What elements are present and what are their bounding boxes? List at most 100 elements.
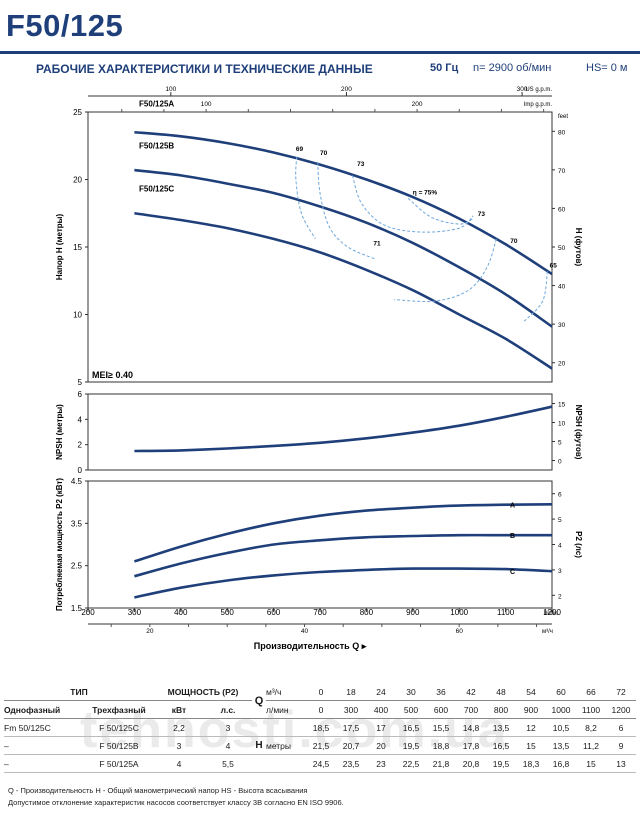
efficiency-isoline bbox=[352, 175, 474, 233]
efficiency-label: 65 bbox=[550, 262, 558, 269]
npsh-y2label: NPSH (футов) bbox=[574, 405, 583, 460]
h-value-cell: 10,5 bbox=[552, 722, 570, 733]
footnote-legend: Q - Производительность H - Общий маномет… bbox=[8, 786, 308, 795]
head-y2tick-label: 20 bbox=[558, 361, 566, 368]
efficiency-label: η = 75% bbox=[413, 189, 438, 196]
h-value-cell: 15,5 bbox=[432, 722, 450, 733]
power-series-label: C bbox=[510, 569, 515, 576]
q-m3h-cell: 72 bbox=[616, 686, 626, 697]
h-value-cell: 13 bbox=[616, 758, 626, 769]
x-tick-label: 800 bbox=[360, 608, 374, 617]
npsh-y2tick-label: 10 bbox=[558, 421, 566, 428]
x-tick-label: 400 bbox=[174, 608, 188, 617]
h-value-cell: 17,5 bbox=[342, 722, 360, 733]
q-lmin-cell: 700 bbox=[463, 704, 479, 715]
x-unit-lmin: l/min bbox=[544, 610, 558, 617]
top-usgpm-label: 300 bbox=[517, 86, 528, 93]
q-lmin-cell: 800 bbox=[493, 704, 509, 715]
power-y2tick-label: 3 bbox=[558, 568, 562, 575]
head-y2tick-label: 80 bbox=[558, 129, 566, 136]
h-values: 18,5 17,5 17 16,5 15,5 14,8 13,5 12 10,5 8,2 6 bbox=[306, 719, 636, 737]
col-three-phase: Трехфазный bbox=[92, 704, 146, 715]
efficiency-isoline bbox=[317, 161, 376, 260]
top-usgpm-label: 200 bbox=[341, 86, 352, 93]
unit-lmin: л/мин bbox=[266, 704, 289, 715]
efficiency-label: 70 bbox=[320, 150, 328, 157]
x-axis-title: Производительность Q ▸ bbox=[254, 641, 367, 651]
npsh-frame bbox=[87, 393, 553, 471]
h-value-cell: 18,8 bbox=[432, 740, 450, 751]
power-y2tick-label: 2 bbox=[558, 593, 562, 600]
top-usgpm-unit: US g.p.m. bbox=[525, 87, 552, 93]
power-frame bbox=[87, 480, 553, 609]
head-ytick-label: 20 bbox=[73, 176, 82, 185]
watermark: tehnosti.com.ua bbox=[80, 701, 509, 759]
efficiency-label: 70 bbox=[510, 238, 518, 245]
q-m3h-cell: 54 bbox=[526, 686, 536, 697]
head-series-label: F50/125B bbox=[139, 141, 174, 150]
power-series-C bbox=[134, 567, 553, 599]
three-phase-cell: F 50/125A bbox=[99, 758, 139, 769]
head-y2tick-label: 40 bbox=[558, 284, 566, 291]
single-phase-cell: – bbox=[4, 758, 9, 769]
power-series-label: B bbox=[510, 533, 515, 540]
npsh-ytick-label: 2 bbox=[78, 441, 83, 450]
col-type: ТИП bbox=[70, 686, 88, 697]
h-value-cell: 19,5 bbox=[492, 758, 510, 769]
q-lmin-cell: 1200 bbox=[611, 704, 631, 715]
h-value-cell: 15 bbox=[526, 740, 536, 751]
power-ytick-label: 2.5 bbox=[71, 562, 83, 571]
h-value-cell: 23,5 bbox=[342, 758, 360, 769]
h-value-cell: 11,2 bbox=[583, 740, 599, 751]
top-impgpm-unit: Imp g.p.m. bbox=[524, 102, 553, 108]
x-tick-label: 500 bbox=[221, 608, 235, 617]
h-value-cell: 14,8 bbox=[462, 722, 480, 733]
h-value-cell: 18,5 bbox=[312, 722, 330, 733]
h-value-cell: 12 bbox=[526, 722, 536, 733]
h-value-cell: 8,2 bbox=[585, 722, 597, 733]
kw-cell: 2,2 bbox=[173, 722, 185, 733]
npsh-ytick-label: 0 bbox=[78, 466, 83, 475]
head-series-F50/125C bbox=[134, 211, 553, 370]
efficiency-label: 73 bbox=[357, 161, 365, 168]
col-power: МОЩНОСТЬ (P2) bbox=[167, 686, 239, 697]
h-value-cell: 23 bbox=[376, 758, 386, 769]
power-series-A bbox=[134, 503, 553, 563]
frequency: 50 Гц bbox=[430, 62, 459, 74]
table-row: Fm 50/125C F 50/125C 2,2 3 18,5 17,5 17 16,5 15,… bbox=[4, 719, 636, 737]
npsh-series-curve bbox=[134, 405, 553, 453]
q-m3h-cell: 42 bbox=[466, 686, 476, 697]
h-value-cell: 13,5 bbox=[492, 722, 510, 733]
h-value-cell: 18,3 bbox=[522, 758, 540, 769]
npsh-y2tick-label: 0 bbox=[558, 459, 562, 466]
q-m3h-cell: 30 bbox=[406, 686, 416, 697]
feet-unit: feet bbox=[558, 114, 568, 120]
q-lmin-cell: 1000 bbox=[551, 704, 571, 715]
q-lmin-row: 0 300 400 500 600 700 800 900 1000 1100 1200 bbox=[306, 701, 636, 719]
bottom-m3h-label: 60 bbox=[456, 628, 464, 635]
head-y2tick-label: 50 bbox=[558, 245, 566, 252]
h-value-cell: 19,5 bbox=[402, 740, 420, 751]
efficiency-isoline bbox=[394, 238, 497, 302]
head-y2tick-label: 60 bbox=[558, 206, 566, 213]
power-ytick-label: 4.5 bbox=[71, 477, 83, 486]
power-series-label: A bbox=[510, 502, 515, 509]
bottom-m3h-label: 20 bbox=[146, 628, 154, 635]
h-value-cell: 6 bbox=[618, 722, 624, 733]
efficiency-isoline bbox=[407, 198, 474, 225]
efficiency-label: 73 bbox=[478, 211, 486, 218]
power-series-B bbox=[134, 533, 552, 578]
h-value-cell: 21,5 bbox=[312, 740, 330, 751]
q-lmin-cell: 300 bbox=[343, 704, 359, 715]
top-impgpm-label: 200 bbox=[412, 101, 423, 108]
x-tick-label: 1000 bbox=[450, 608, 468, 617]
npsh-y2tick-label: 5 bbox=[558, 440, 562, 447]
speed: n= 2900 об/мин bbox=[473, 62, 552, 74]
h-value-cell: 21,8 bbox=[432, 758, 450, 769]
h-symbol bbox=[252, 719, 266, 737]
h-value-cell: 16,5 bbox=[402, 722, 420, 733]
head-ytick-label: 25 bbox=[73, 108, 82, 117]
q-lmin-cell: 1100 bbox=[581, 704, 601, 715]
col-kw: кВт bbox=[171, 704, 187, 715]
